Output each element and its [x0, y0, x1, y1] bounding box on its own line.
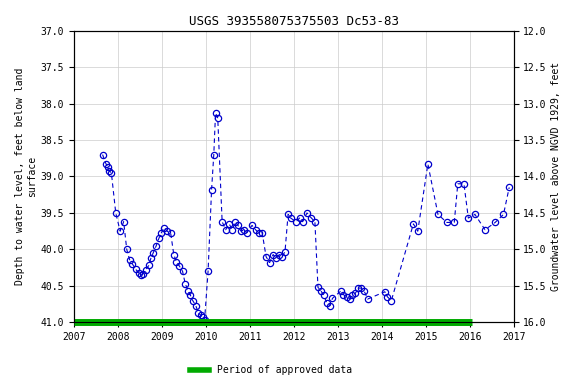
- Y-axis label: Groundwater level above NGVD 1929, feet: Groundwater level above NGVD 1929, feet: [551, 62, 561, 291]
- Title: USGS 393558075375503 Dc53-83: USGS 393558075375503 Dc53-83: [189, 15, 399, 28]
- Y-axis label: Depth to water level, feet below land
surface: Depth to water level, feet below land su…: [15, 68, 37, 285]
- Legend: Period of approved data: Period of approved data: [185, 361, 356, 379]
